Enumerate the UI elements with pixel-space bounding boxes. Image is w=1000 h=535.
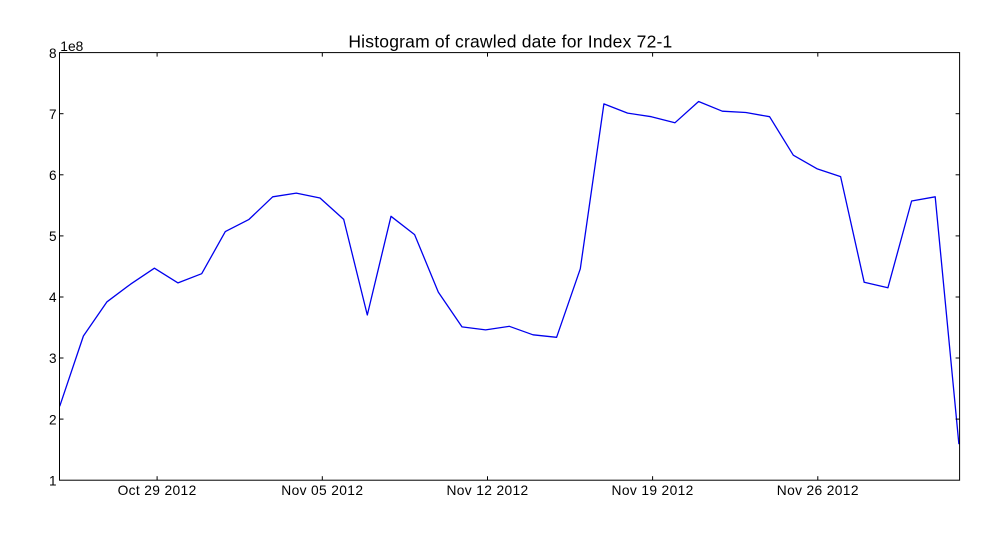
svg-text:6: 6 [49, 168, 57, 183]
svg-text:Histogram of crawled date for: Histogram of crawled date for Index 72-1 [348, 31, 672, 51]
svg-text:5: 5 [49, 229, 57, 244]
svg-text:7: 7 [49, 107, 57, 122]
svg-text:Nov 19 2012: Nov 19 2012 [612, 483, 694, 498]
svg-text:4: 4 [49, 290, 57, 305]
svg-text:2: 2 [49, 412, 57, 427]
svg-text:Nov 12 2012: Nov 12 2012 [446, 483, 528, 498]
svg-text:Oct 29 2012: Oct 29 2012 [118, 483, 197, 498]
svg-text:8: 8 [49, 46, 57, 61]
svg-text:1: 1 [49, 473, 57, 488]
svg-text:3: 3 [49, 351, 57, 366]
svg-text:1e8: 1e8 [60, 39, 83, 54]
svg-text:Nov 26 2012: Nov 26 2012 [777, 483, 859, 498]
svg-text:Nov 05 2012: Nov 05 2012 [281, 483, 363, 498]
